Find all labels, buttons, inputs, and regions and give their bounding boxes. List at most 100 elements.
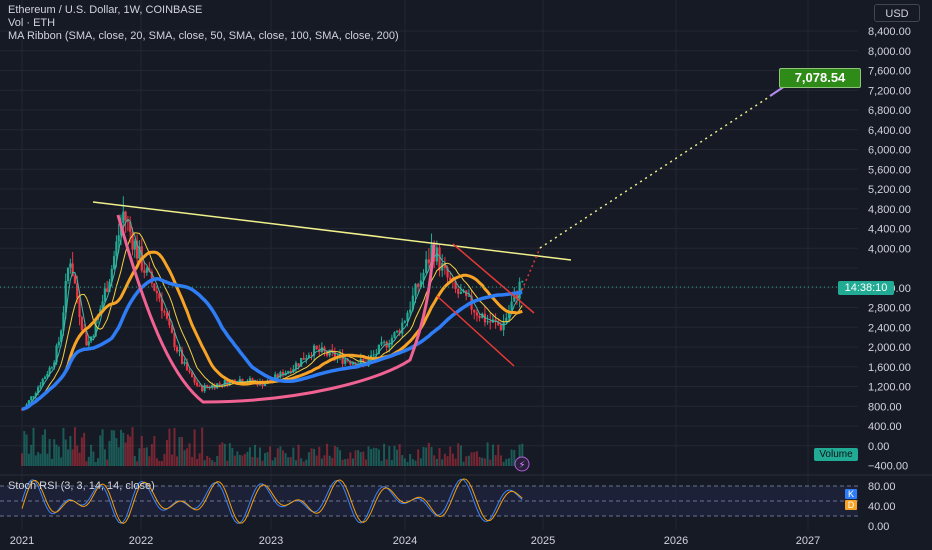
volume-bar	[30, 444, 33, 466]
volume-bar	[228, 443, 231, 466]
candle-body	[287, 370, 290, 373]
candle-body	[372, 354, 375, 356]
volume-bar	[83, 432, 86, 466]
stoch-k-line	[21, 478, 523, 524]
volume-bar	[266, 452, 269, 466]
candle-body	[346, 359, 349, 362]
volume-bar	[427, 442, 430, 466]
volume-bar	[243, 453, 246, 466]
candle-body	[163, 310, 166, 313]
candle-body	[300, 357, 303, 367]
ma-ribbon-legend[interactable]: MA Ribbon (SMA, close, 20, SMA, close, 5…	[8, 30, 399, 42]
price-tick-label: 6,400.00	[868, 125, 911, 137]
volume-bar	[21, 453, 23, 466]
time-axis[interactable]: 2021 2022 2023 2024 2025 2026 2027	[10, 535, 820, 547]
volume-bar	[370, 448, 373, 466]
candle-body	[441, 263, 444, 271]
volume-bar	[110, 430, 113, 466]
volume-bar	[158, 460, 161, 466]
volume-bar	[122, 432, 125, 466]
volume-bar	[307, 452, 310, 466]
volume-bar	[331, 457, 334, 466]
candle-body	[143, 270, 146, 273]
price-tick-label: 5,200.00	[868, 184, 911, 196]
volume-bar	[510, 449, 513, 466]
chart-drawings[interactable]: ⚡	[0, 83, 858, 472]
candle-body	[153, 283, 156, 291]
candle-body	[292, 368, 295, 373]
volume-bar	[76, 445, 79, 466]
candle-body	[87, 341, 90, 346]
volume-bar	[216, 455, 219, 466]
candle-body	[281, 372, 285, 376]
volume-bar	[502, 461, 505, 466]
candle-body	[354, 362, 357, 367]
volume-bar	[203, 460, 206, 466]
volume-legend[interactable]: Vol · ETH	[8, 17, 56, 29]
volume-bar	[478, 456, 481, 466]
candle-body	[85, 330, 88, 346]
candle-body	[483, 313, 487, 323]
volume-bar	[69, 436, 72, 466]
volume-bar	[433, 455, 436, 466]
price-tick-label: 8,400.00	[868, 26, 911, 38]
volume-bar	[44, 429, 47, 466]
time-tick-label: 2022	[129, 535, 153, 547]
volume-bar	[191, 457, 194, 466]
volume-bar	[153, 435, 156, 466]
volume-bar	[315, 455, 318, 466]
candle-body	[377, 344, 381, 354]
volume-bar	[486, 442, 489, 466]
stoch-tick-label: 0.00	[868, 521, 889, 533]
candle-body	[486, 321, 489, 323]
candle-body	[32, 396, 35, 398]
currency-button[interactable]: USD	[874, 4, 920, 22]
volume-bar	[465, 456, 468, 466]
candle-body	[20, 409, 24, 411]
candle-body	[37, 387, 40, 394]
price-tick-label: 6,000.00	[868, 145, 911, 157]
volume-bar	[196, 458, 199, 466]
candle-body	[375, 353, 378, 355]
volume-bar	[251, 456, 254, 466]
volume-bar	[459, 445, 462, 466]
volume-bar	[289, 457, 292, 466]
candle-body	[457, 289, 460, 294]
candle-body	[190, 372, 194, 378]
volume-bar	[193, 429, 196, 466]
candle-body	[71, 263, 74, 277]
price-axis[interactable]: 8,400.00 8,000.00 7,600.00 7,200.00 6,800.00…	[868, 26, 911, 533]
candle-body	[478, 315, 481, 319]
volume-bar	[258, 447, 261, 466]
volume-bar	[326, 443, 329, 466]
candle-body	[417, 283, 420, 288]
candle-body	[438, 247, 441, 271]
volume-bar	[499, 455, 502, 466]
volume-bar	[518, 444, 521, 466]
volume-bar	[96, 458, 99, 466]
volume-bar	[80, 437, 83, 466]
volume-bar	[483, 458, 486, 466]
stoch-rsi-legend[interactable]: Stoch RSI (3, 3, 14, 14, close)	[8, 480, 155, 492]
volume-bar	[221, 442, 224, 466]
volume-bar	[186, 448, 189, 466]
volume-bar	[274, 457, 277, 466]
candle-body	[382, 341, 386, 343]
candle-body	[521, 281, 524, 283]
current-price-countdown: 14:38:10	[838, 281, 894, 295]
candle-body	[124, 211, 127, 221]
candle-body	[110, 268, 113, 282]
candle-body	[198, 385, 201, 387]
cup-pattern	[116, 214, 436, 404]
volume-bar	[300, 458, 303, 466]
candle-body	[494, 319, 497, 322]
volume-bar	[23, 431, 26, 466]
volume-bar	[513, 449, 516, 466]
symbol-title[interactable]: Ethereum / U.S. Dollar, 1W, COINBASE	[8, 4, 203, 16]
volume-bar	[435, 458, 438, 466]
volume-bar	[198, 453, 201, 466]
price-tick-label: 7,600.00	[868, 66, 911, 78]
volume-bar	[383, 443, 386, 466]
volume-bar	[425, 447, 428, 466]
